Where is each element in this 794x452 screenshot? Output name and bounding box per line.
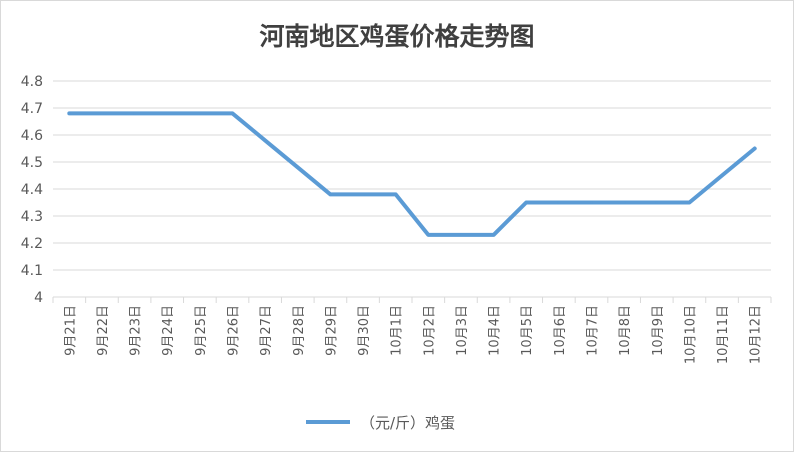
x-tick-label: 9月25日 (194, 305, 209, 356)
x-tick-label: 10月3日 (455, 305, 470, 356)
y-tick-label: 4.1 (21, 263, 43, 279)
y-tick-label: 4.3 (21, 209, 43, 225)
x-tick-label: 9月30日 (357, 305, 372, 356)
x-tick-label: 10月6日 (553, 305, 568, 356)
data-point (165, 111, 169, 115)
x-tick-label: 10月8日 (618, 305, 633, 356)
x-tick-label: 10月2日 (422, 305, 437, 356)
x-tick-label: 9月29日 (324, 305, 339, 356)
x-tick-label: 9月21日 (63, 305, 78, 356)
x-tick-label: 10月12日 (749, 305, 764, 364)
legend: （元/斤）鸡蛋 (306, 411, 455, 433)
x-tick-label: 10月9日 (651, 305, 666, 356)
x-axis: 9月21日 9月22日 9月23日 9月24日 9月25日 9月26日 9月27日 9月28日… (52, 297, 772, 364)
x-tick-label: 9月28日 (292, 305, 307, 356)
y-tick-label: 4 (34, 290, 43, 306)
x-tick-label: 10月7日 (586, 305, 601, 356)
data-point (426, 233, 430, 237)
x-tick-label: 9月23日 (129, 305, 144, 356)
x-tick-label: 10月5日 (520, 305, 535, 356)
y-tick-label: 4.8 (21, 74, 43, 90)
x-tick-label: 9月27日 (259, 305, 274, 356)
data-point (492, 233, 496, 237)
data-point (328, 192, 332, 196)
y-tick-label: 4.5 (21, 155, 43, 171)
y-tick-label: 4.7 (21, 101, 43, 117)
x-tick-label: 10月1日 (390, 305, 405, 356)
gridlines (53, 80, 771, 298)
series-layer (67, 111, 757, 237)
data-point (524, 201, 528, 204)
x-tick-label: 10月11日 (716, 305, 731, 364)
data-point (720, 174, 724, 177)
legend-swatch (306, 420, 350, 424)
data-point (459, 233, 463, 237)
x-tick-label: 10月10日 (683, 305, 698, 364)
data-point (622, 201, 626, 204)
data-point (67, 111, 71, 115)
data-point (296, 165, 300, 169)
data-point (263, 138, 267, 142)
chart-title: 河南地区鸡蛋价格走势图 (259, 22, 535, 51)
data-point (687, 201, 691, 204)
data-point (557, 201, 561, 204)
y-tick-label: 4.4 (21, 182, 43, 198)
x-tick-label: 9月24日 (161, 305, 176, 356)
x-tick-label: 9月22日 (96, 305, 111, 356)
legend-label: （元/斤）鸡蛋 (360, 413, 456, 432)
x-tick-label: 10月4日 (488, 305, 503, 356)
data-point (133, 111, 137, 115)
data-point (394, 192, 398, 196)
data-point (361, 192, 365, 196)
x-tick-label: 9月26日 (227, 305, 242, 356)
data-point (590, 201, 593, 204)
series-line (67, 111, 757, 237)
data-point (655, 201, 659, 204)
y-axis: 4 4.1 4.2 4.3 4.4 4.5 4.6 4.7 4.8 (21, 74, 43, 306)
y-tick-label: 4.6 (21, 128, 43, 144)
data-point (100, 111, 104, 115)
data-point (753, 147, 757, 150)
data-point (198, 111, 202, 115)
y-tick-label: 4.2 (21, 236, 43, 252)
data-point (231, 111, 234, 115)
